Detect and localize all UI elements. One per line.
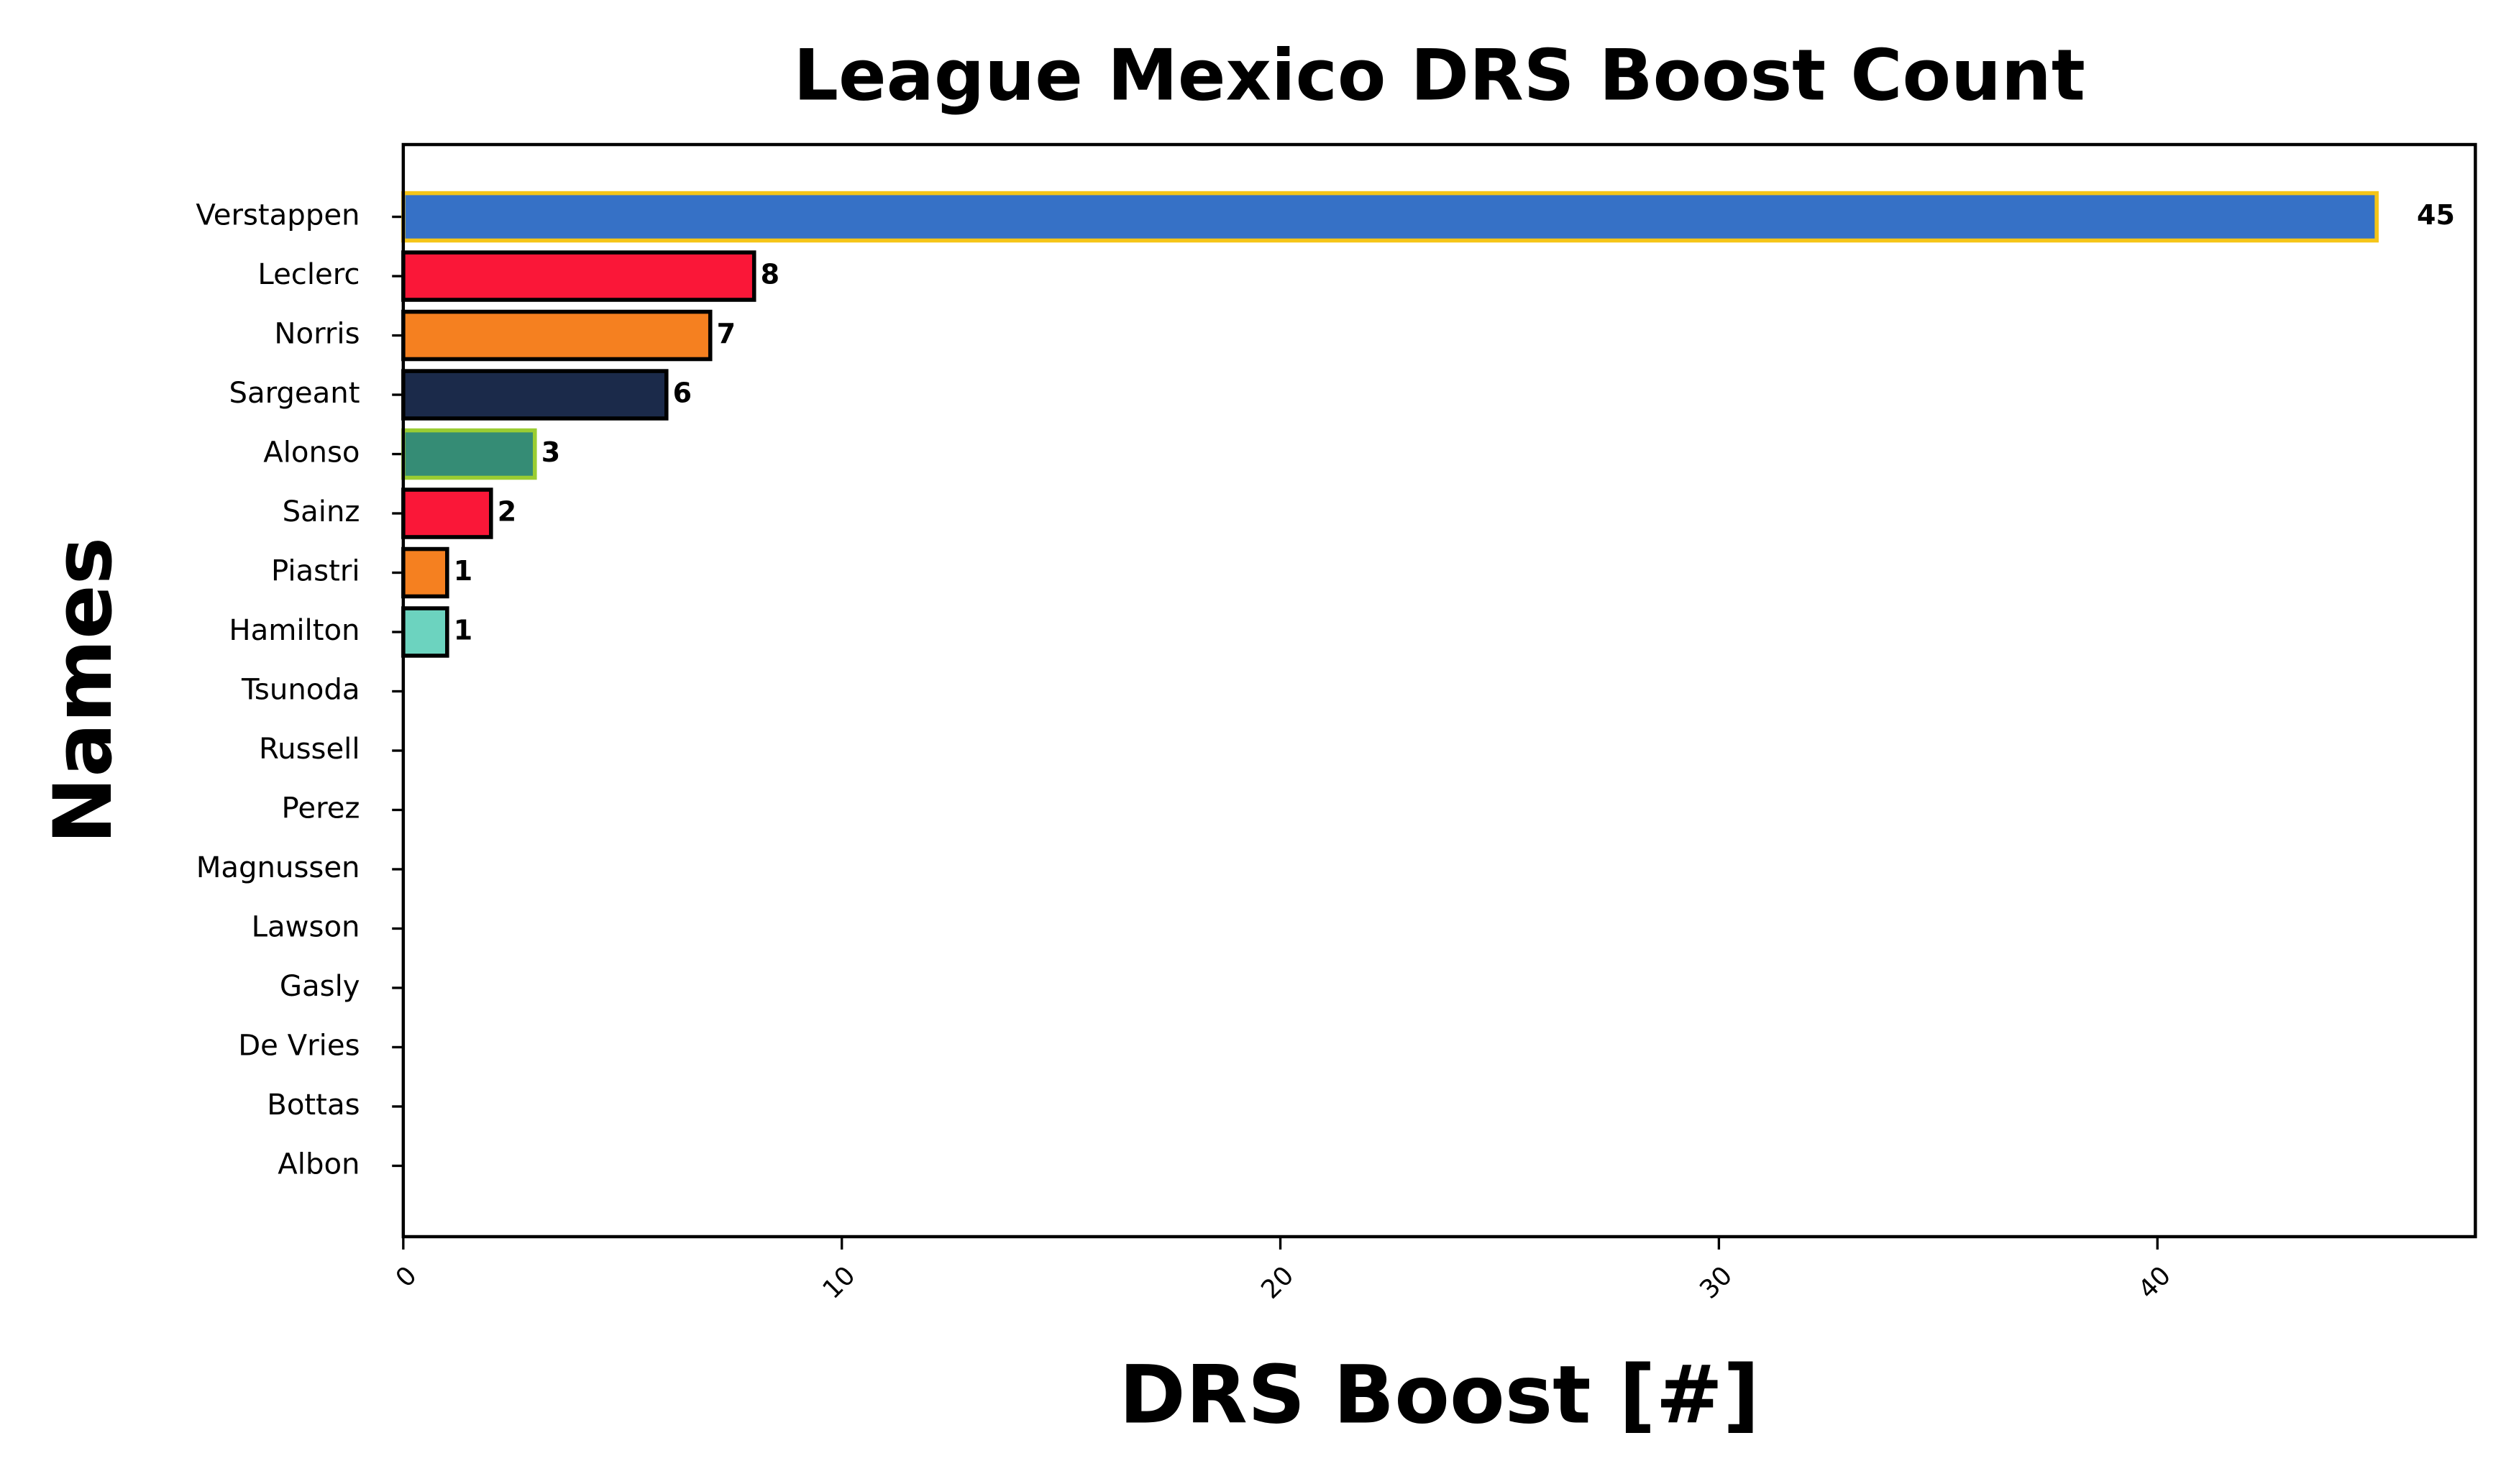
y-tick-label: Alonso — [263, 436, 360, 470]
bar — [401, 606, 449, 658]
value-label: 7 — [717, 318, 736, 349]
value-label: 1 — [454, 615, 472, 646]
x-tick-label: 40 — [2133, 1261, 2177, 1305]
bar — [401, 250, 756, 302]
x-tick-label: 10 — [817, 1261, 861, 1305]
y-axis-label: Names — [37, 537, 130, 844]
chart-title: League Mexico DRS Boost Count — [793, 35, 2085, 117]
y-tick-label: Verstappen — [196, 199, 360, 232]
plot-frame — [401, 142, 2477, 1239]
y-tick-label: Lawson — [252, 910, 360, 943]
y-tick-label: Piastri — [271, 555, 360, 588]
y-tick-label: Sargeant — [229, 377, 360, 410]
x-tick-label: 20 — [1256, 1261, 1299, 1305]
y-tick-label: Tsunoda — [241, 674, 360, 707]
value-label: 8 — [761, 259, 779, 290]
y-tick-label: Sainz — [283, 495, 360, 528]
x-tick-label: 30 — [1694, 1261, 1738, 1305]
y-tick-label: Norris — [274, 318, 360, 351]
x-tick-label: 0 — [390, 1261, 423, 1293]
y-tick-label: Perez — [282, 792, 360, 825]
y-tick-label: Hamilton — [229, 614, 360, 647]
bar — [401, 546, 449, 599]
y-tick-label: Leclerc — [257, 258, 360, 291]
y-tick-label: De Vries — [238, 1029, 360, 1062]
x-axis-label: DRS Boost [#] — [1119, 1349, 1760, 1442]
y-tick-label: Gasly — [280, 970, 360, 1003]
bar — [401, 487, 493, 539]
bar — [401, 191, 2379, 243]
value-label: 45 — [2417, 199, 2455, 231]
value-label: 3 — [541, 436, 560, 468]
y-tick-label: Bottas — [267, 1089, 360, 1122]
bar — [401, 309, 713, 362]
y-tick-label: Albon — [278, 1148, 360, 1181]
y-tick-label: Russell — [259, 733, 360, 766]
bar — [401, 369, 669, 421]
value-label: 6 — [673, 377, 692, 409]
bar — [401, 428, 537, 480]
value-label: 1 — [454, 555, 472, 587]
value-label: 2 — [498, 496, 516, 528]
y-tick-label: Magnussen — [196, 851, 360, 884]
